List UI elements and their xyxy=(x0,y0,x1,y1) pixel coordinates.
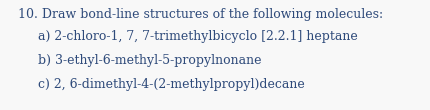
Text: 10. Draw bond-line structures of the following molecules:: 10. Draw bond-line structures of the fol… xyxy=(18,8,383,21)
Text: a) 2-chloro-1, 7, 7-trimethylbicyclo [2.2.1] heptane: a) 2-chloro-1, 7, 7-trimethylbicyclo [2.… xyxy=(38,30,358,43)
Text: b) 3-ethyl-6-methyl-5-propylnonane: b) 3-ethyl-6-methyl-5-propylnonane xyxy=(38,54,261,67)
Text: c) 2, 6-dimethyl-4-(2-methylpropyl)decane: c) 2, 6-dimethyl-4-(2-methylpropyl)decan… xyxy=(38,78,305,91)
